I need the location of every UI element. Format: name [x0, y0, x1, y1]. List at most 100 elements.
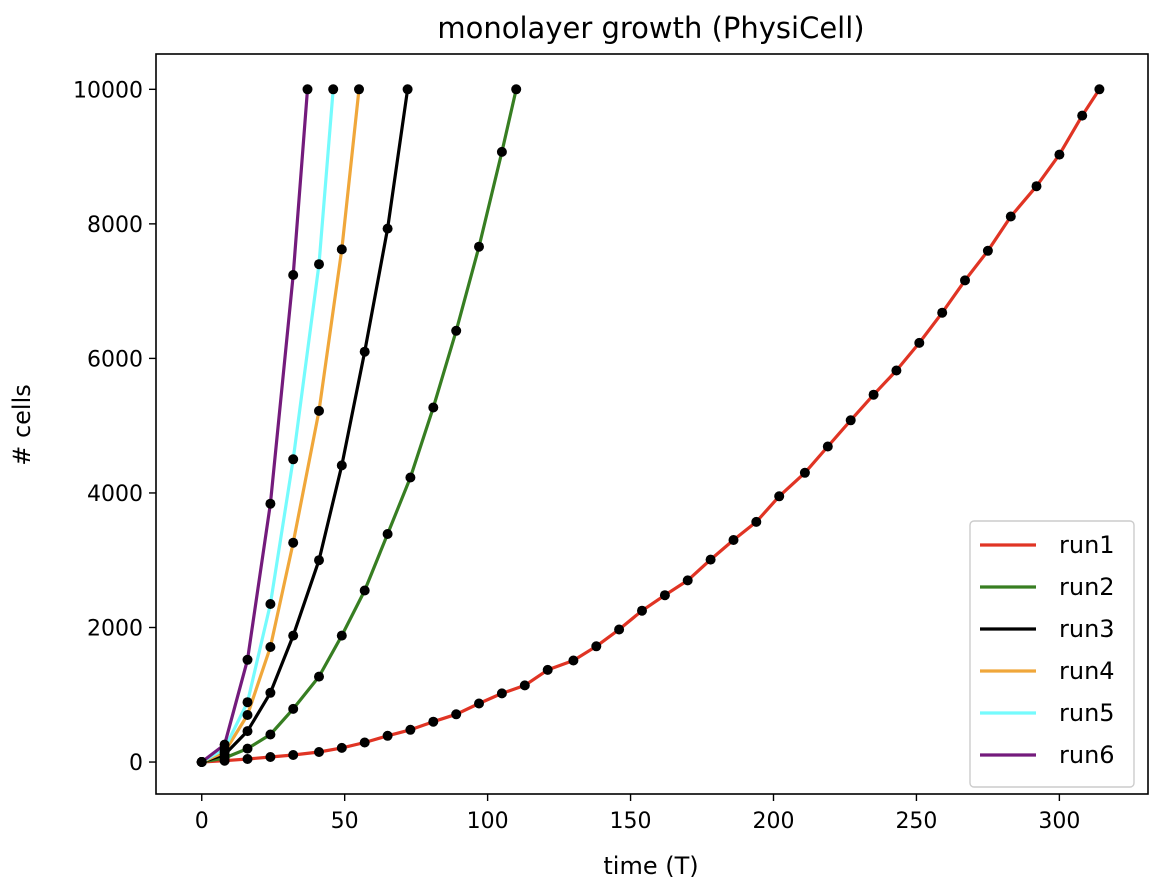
data-point [519, 680, 530, 691]
data-point [328, 84, 339, 95]
legend-label-run4: run4 [1059, 657, 1115, 685]
data-point [891, 365, 902, 376]
data-point [242, 710, 253, 720]
data-point [982, 245, 993, 256]
data-point [728, 535, 739, 545]
data-point [496, 688, 507, 699]
series-markers-run1 [196, 84, 1105, 767]
y-tick-label: 8000 [87, 213, 143, 238]
y-axis-label: # cells [8, 384, 36, 466]
data-point [705, 554, 716, 565]
data-point [451, 709, 462, 720]
data-point [1077, 110, 1088, 121]
data-point [1054, 149, 1065, 160]
data-point [868, 389, 879, 400]
data-point [242, 754, 253, 764]
data-point [288, 537, 299, 548]
data-point [288, 750, 299, 760]
y-tick-label: 6000 [87, 347, 143, 372]
data-point [265, 752, 276, 762]
x-tick-label: 100 [467, 809, 509, 834]
data-point [302, 84, 313, 95]
data-point [474, 698, 484, 709]
data-point [682, 575, 693, 586]
x-tick-label: 150 [610, 809, 652, 834]
series-line-run1 [200, 87, 1102, 764]
data-point [1005, 211, 1016, 222]
data-point [428, 402, 439, 413]
legend-label-run6: run6 [1059, 741, 1115, 769]
x-axis-ticks: 0 50 100 150 200 250 300 [195, 794, 1080, 834]
data-point [751, 516, 762, 527]
data-point [265, 729, 276, 740]
data-point [405, 724, 416, 735]
data-point [474, 241, 484, 252]
data-point [822, 441, 833, 452]
legend-label-run3: run3 [1059, 615, 1115, 643]
legend: run1 run2 run3 run4 run5 run6 [969, 520, 1135, 788]
x-tick-label: 250 [895, 809, 937, 834]
data-point [614, 624, 625, 635]
data-point [496, 146, 507, 157]
data-point [960, 275, 970, 286]
data-point [354, 84, 364, 95]
data-point [314, 747, 324, 757]
data-point [314, 405, 324, 416]
data-point [428, 716, 439, 727]
data-point [568, 655, 579, 666]
data-point [265, 642, 276, 652]
data-point [242, 697, 253, 708]
data-point [242, 654, 253, 665]
data-point [451, 325, 462, 336]
series-layer [196, 84, 1105, 767]
y-tick-label: 4000 [87, 482, 143, 507]
data-point [336, 244, 347, 255]
y-tick-label: 10000 [73, 78, 143, 103]
data-point [314, 555, 324, 566]
data-point [382, 223, 393, 234]
y-axis-ticks: 0 2000 4000 6000 8000 10000 [73, 78, 156, 776]
x-axis-label: time (T) [603, 852, 698, 880]
data-point [265, 599, 276, 609]
series-run3 [200, 87, 410, 764]
x-tick-label: 0 [195, 809, 209, 834]
data-point [542, 664, 553, 675]
series-markers-run6 [196, 84, 313, 767]
data-point [336, 460, 347, 471]
data-point [219, 739, 230, 750]
data-point [314, 259, 324, 270]
data-point [265, 498, 276, 509]
data-point [265, 687, 276, 698]
data-point [242, 726, 253, 737]
data-point [637, 605, 647, 616]
chart-title: monolayer growth (PhysiCell) [437, 11, 864, 45]
data-point [382, 529, 393, 539]
data-point [359, 737, 370, 748]
x-tick-label: 300 [1038, 809, 1080, 834]
x-tick-label: 200 [752, 809, 794, 834]
data-point [402, 84, 413, 95]
data-point [359, 585, 370, 596]
data-point [1094, 84, 1105, 95]
data-point [1031, 181, 1042, 192]
data-point [314, 671, 324, 682]
data-point [405, 472, 416, 483]
y-tick-label: 2000 [87, 617, 143, 642]
data-point [511, 84, 522, 95]
series-line-run3 [200, 87, 410, 764]
data-point [242, 743, 253, 754]
data-point [591, 641, 602, 652]
data-point [774, 491, 785, 502]
data-point [336, 630, 347, 641]
legend-label-run2: run2 [1059, 573, 1115, 601]
legend-label-run1: run1 [1059, 531, 1115, 559]
data-point [196, 757, 207, 767]
data-point [382, 730, 393, 741]
data-point [799, 467, 810, 478]
data-point [359, 346, 370, 357]
data-point [288, 454, 299, 465]
data-point [845, 415, 856, 426]
data-point [914, 337, 925, 348]
data-point [288, 630, 299, 641]
